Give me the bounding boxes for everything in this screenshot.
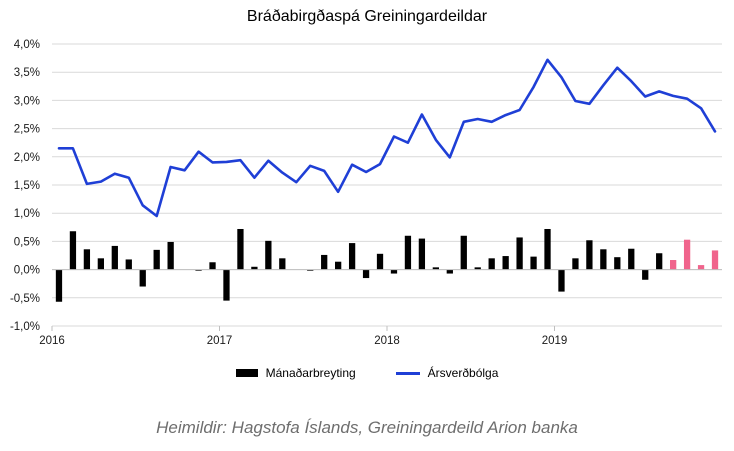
y-tick-label: -1,0% — [10, 321, 40, 333]
chart-figure: Bráðabirgðaspá Greiningardeildar -1,0% -0… — [10, 8, 722, 347]
bar — [628, 248, 635, 270]
bar — [139, 269, 146, 287]
legend: Mánaðarbreyting Ársverðbólga — [0, 366, 734, 380]
bar — [279, 258, 286, 270]
bar — [614, 257, 621, 270]
bar-forecast — [697, 265, 705, 270]
bar — [209, 262, 216, 270]
bar — [530, 256, 537, 270]
bar-forecast — [683, 239, 691, 270]
bar — [335, 261, 342, 270]
grid-layer — [52, 43, 722, 327]
bar-layer — [55, 228, 719, 302]
y-tick-label: -0,5% — [10, 293, 40, 305]
bar — [251, 266, 258, 270]
bar — [516, 237, 523, 270]
bar — [111, 245, 118, 270]
bar — [97, 258, 104, 270]
bar — [362, 269, 370, 279]
bar — [432, 267, 439, 270]
bar — [586, 240, 593, 270]
bar-forecast — [670, 260, 677, 270]
bar — [348, 243, 356, 270]
y-tick-label: 1,0% — [14, 208, 40, 220]
bar — [544, 228, 551, 270]
bar — [69, 231, 77, 270]
y-tick-label: 0,0% — [14, 265, 40, 277]
legend-label-line: Ársverðbólga — [427, 366, 499, 380]
y-tick-label: 3,0% — [14, 95, 40, 107]
y-tick-label: 2,5% — [14, 124, 40, 136]
bar — [642, 269, 649, 280]
bar — [153, 249, 160, 270]
bar — [307, 269, 314, 271]
chart-plot: -1,0% -0,5% 0,0% 0,5% 1,0% 1,5% 2,0% 2,5% 3,0% 3,… — [10, 39, 722, 347]
bar — [474, 267, 481, 270]
axis-layer: -1,0% -0,5% 0,0% 0,5% 1,0% 1,5% 2,0% 2,5% 3,0% 3,… — [10, 39, 722, 347]
x-tick-label: 2018 — [374, 335, 400, 347]
bar — [376, 253, 384, 270]
bar — [502, 256, 509, 270]
bar — [167, 241, 174, 270]
legend-item-line: Ársverðbólga — [395, 366, 499, 380]
bar — [418, 238, 426, 270]
legend-item-bars: Mánaðarbreyting — [235, 366, 356, 380]
bar — [223, 269, 230, 301]
legend-label-bars: Mánaðarbreyting — [265, 366, 356, 380]
bar — [488, 258, 495, 270]
series-line-arsverdbolga — [57, 58, 717, 218]
x-tick-label: 2019 — [542, 335, 568, 347]
bar — [237, 228, 244, 270]
bar — [460, 235, 467, 270]
source-note: Heimildir: Hagstofa Íslands, Greiningard… — [156, 418, 578, 437]
bar — [55, 269, 63, 302]
chart-title: Bráðabirgðaspá Greiningardeildar — [246, 8, 488, 25]
bar-forecast — [711, 250, 719, 270]
bar — [125, 259, 132, 270]
y-tick-label: 4,0% — [14, 39, 40, 51]
y-tick-label: 2,0% — [14, 152, 40, 164]
bar — [195, 269, 202, 271]
y-tick-label: 0,5% — [14, 236, 40, 248]
legend-swatch-bars — [235, 369, 258, 377]
bar — [265, 240, 272, 270]
bar — [446, 269, 453, 274]
bar — [404, 235, 412, 270]
line-layer — [57, 58, 717, 218]
bar — [321, 254, 328, 270]
y-tick-label: 1,5% — [14, 180, 40, 192]
bar — [558, 269, 565, 292]
legend-swatch-line — [395, 371, 420, 375]
bar — [600, 249, 607, 270]
y-tick-label: 3,5% — [14, 67, 40, 79]
x-tick-label: 2016 — [39, 335, 65, 347]
x-tick-label: 2017 — [207, 335, 233, 347]
bar — [390, 269, 398, 274]
bar — [83, 249, 91, 270]
bar — [656, 253, 663, 270]
bar — [572, 258, 579, 270]
